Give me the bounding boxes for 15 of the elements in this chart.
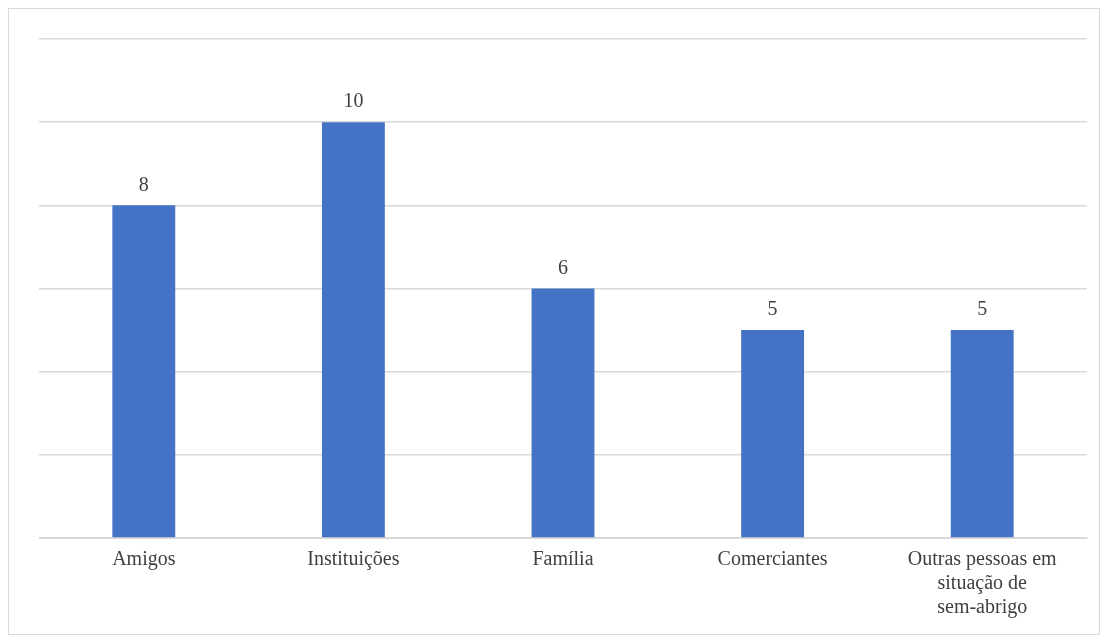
- bar: [741, 330, 805, 538]
- x-tick-label: Outras pessoas em situação de sem-abrigo: [907, 547, 1058, 619]
- bar: [950, 330, 1014, 538]
- x-tick-label: Amigos: [112, 547, 176, 571]
- x-tick-label: Instituições: [307, 547, 400, 571]
- data-label: 10: [343, 89, 364, 112]
- bar: [531, 288, 595, 538]
- x-tick-label: Família: [532, 547, 594, 570]
- data-label: 6: [558, 255, 568, 278]
- data-label: 5: [977, 297, 988, 320]
- bar: [112, 205, 176, 538]
- bar: [321, 122, 385, 538]
- data-label: 8: [138, 172, 149, 195]
- data-label: 5: [767, 297, 778, 320]
- x-tick-label: Comerciantes: [717, 547, 828, 570]
